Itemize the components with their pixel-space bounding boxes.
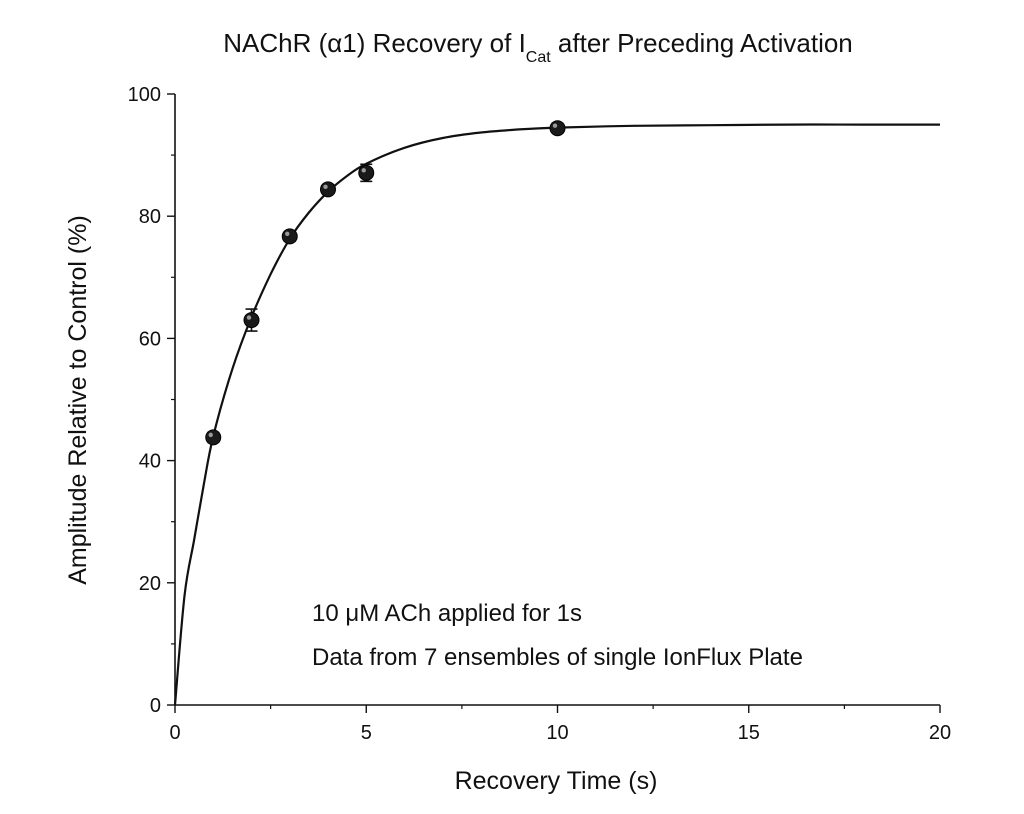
data-point-highlight xyxy=(246,315,252,320)
chart-title: NAChR (α1) Recovery of ICat after Preced… xyxy=(223,28,853,66)
chart-title-suffix: after Preceding Activation xyxy=(551,28,853,58)
x-tick-label: 5 xyxy=(361,722,372,744)
x-tick-label: 0 xyxy=(169,722,180,744)
data-point xyxy=(205,429,222,446)
data-point xyxy=(358,164,375,181)
data-point-highlight xyxy=(361,168,366,173)
y-tick-label: 0 xyxy=(150,695,161,717)
y-tick-label: 60 xyxy=(139,328,161,350)
y-tick-label: 40 xyxy=(139,451,161,473)
data-point xyxy=(281,228,298,245)
data-points-group xyxy=(205,120,566,446)
fit-curve-group xyxy=(173,123,940,706)
annotation-data-source: Data from 7 ensembles of single IonFlux … xyxy=(312,644,803,671)
annotation-concentration: 10 μM ACh applied for 1s xyxy=(312,600,582,627)
ticks: 0 5 10 15 20 0 20 40 60 80 100 xyxy=(128,84,952,744)
x-tick-label: 15 xyxy=(738,722,760,744)
fit-curve xyxy=(173,123,940,706)
x-tick-label: 10 xyxy=(546,722,568,744)
data-point xyxy=(243,312,260,329)
x-tick-label: 20 xyxy=(929,722,951,744)
y-tick-label: 100 xyxy=(128,84,161,106)
data-point xyxy=(320,181,336,198)
chart-title-subscript: Cat xyxy=(526,49,551,66)
y-tick-label: 80 xyxy=(139,206,161,228)
y-axis-label: Amplitude Relative to Control (%) xyxy=(64,215,92,585)
data-point-highlight xyxy=(208,432,213,438)
chart-title-prefix: NAChR (α1) Recovery of I xyxy=(223,28,526,58)
data-point xyxy=(549,120,566,137)
data-point-highlight xyxy=(552,123,558,128)
x-axis-label: Recovery Time (s) xyxy=(455,767,658,795)
data-point-highlight xyxy=(285,231,290,237)
y-tick-label: 20 xyxy=(139,573,161,595)
data-point-highlight xyxy=(323,184,328,190)
